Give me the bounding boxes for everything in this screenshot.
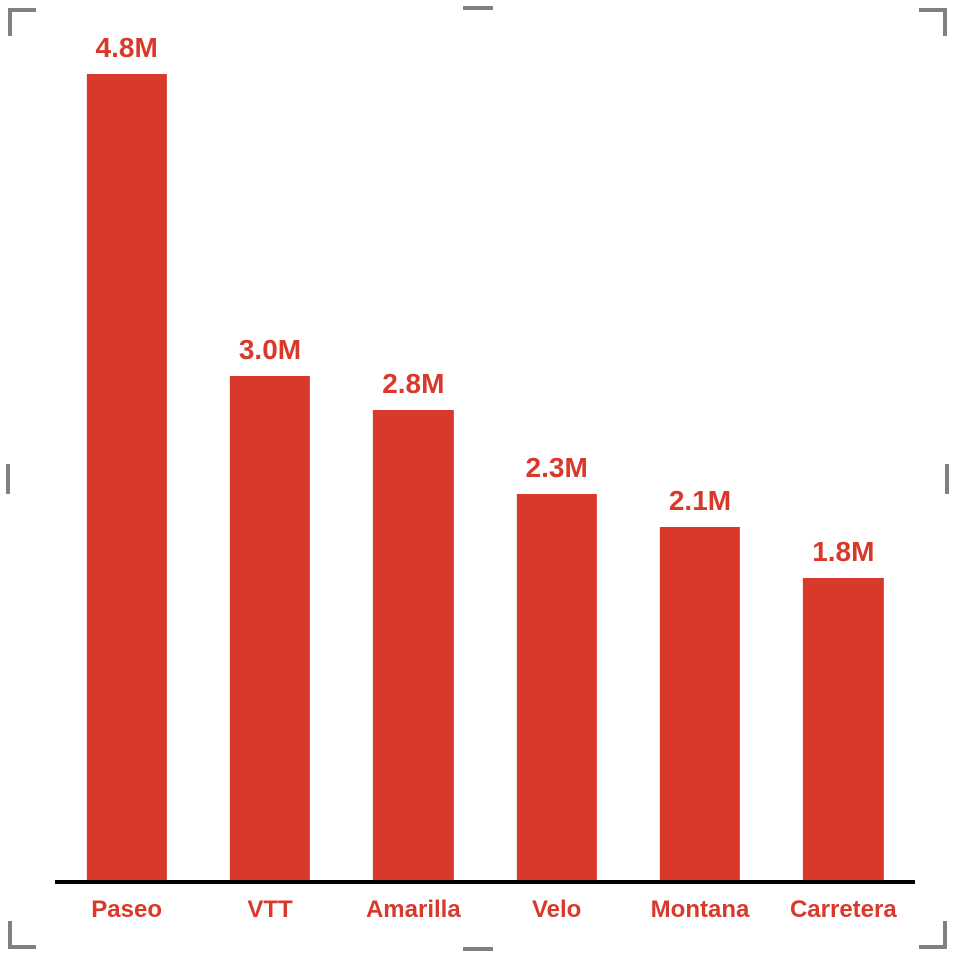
selection-edge-top[interactable] bbox=[463, 6, 493, 10]
selection-edge-right[interactable] bbox=[945, 464, 949, 494]
x-axis-label: VTT bbox=[247, 896, 292, 924]
x-axis-label: Amarilla bbox=[366, 896, 461, 924]
bar[interactable] bbox=[230, 376, 310, 880]
x-axis-line bbox=[55, 880, 915, 884]
bar[interactable] bbox=[517, 494, 597, 880]
selection-corner-bottom-right[interactable] bbox=[917, 919, 947, 949]
bar[interactable] bbox=[87, 74, 167, 880]
bar[interactable] bbox=[803, 578, 883, 880]
bar[interactable] bbox=[373, 410, 453, 880]
x-axis-label: Paseo bbox=[91, 896, 162, 924]
data-label: 2.8M bbox=[382, 368, 444, 400]
x-axis-label: Carretera bbox=[790, 896, 897, 924]
bar-chart[interactable]: 4.8M 3.0M 2.8M 2.3M 2.1M 1.8M bbox=[55, 40, 915, 880]
bar-slot: 1.8M bbox=[772, 40, 915, 880]
chart-canvas[interactable]: 4.8M 3.0M 2.8M 2.3M 2.1M 1.8M Paseo VTT Amarill… bbox=[0, 0, 955, 957]
selection-edge-left[interactable] bbox=[6, 464, 10, 494]
selection-edge-bottom[interactable] bbox=[463, 947, 493, 951]
bar-slot: 2.1M bbox=[628, 40, 771, 880]
bar-slot: 4.8M bbox=[55, 40, 198, 880]
bar-slot: 3.0M bbox=[198, 40, 341, 880]
data-label: 3.0M bbox=[239, 334, 301, 366]
selection-corner-top-left[interactable] bbox=[8, 8, 38, 38]
bar-slot: 2.3M bbox=[485, 40, 628, 880]
data-label: 1.8M bbox=[812, 536, 874, 568]
bar-slot: 2.8M bbox=[342, 40, 485, 880]
data-label: 2.3M bbox=[526, 452, 588, 484]
data-label: 4.8M bbox=[96, 32, 158, 64]
bar[interactable] bbox=[660, 527, 740, 880]
selection-corner-bottom-left[interactable] bbox=[8, 919, 38, 949]
x-axis-label: Velo bbox=[532, 896, 581, 924]
x-axis-label: Montana bbox=[651, 896, 750, 924]
selection-corner-top-right[interactable] bbox=[917, 8, 947, 38]
data-label: 2.1M bbox=[669, 485, 731, 517]
